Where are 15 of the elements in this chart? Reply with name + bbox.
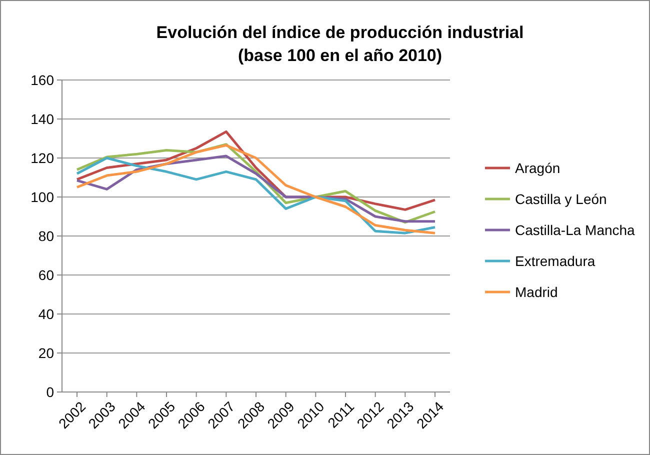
legend-label: Castilla y León bbox=[515, 190, 607, 207]
y-tick-label: 140 bbox=[30, 110, 54, 127]
chart-title: Evolución del índice de producción industrial (base 100 en el año 2010) bbox=[156, 23, 524, 65]
y-tick-label: 20 bbox=[38, 344, 54, 361]
y-tick-label: 40 bbox=[38, 306, 54, 322]
y-tick-label: 60 bbox=[38, 266, 54, 283]
legend-label: Madrid bbox=[515, 284, 558, 300]
y-tick-label: 100 bbox=[30, 188, 54, 205]
legend-label: Extremadura bbox=[515, 252, 596, 269]
y-tick-label: 80 bbox=[38, 228, 54, 244]
legend-label: Castilla-La Mancha bbox=[515, 222, 636, 238]
y-tick-label: 0 bbox=[46, 384, 54, 400]
y-tick-label: 120 bbox=[30, 150, 54, 166]
legend-label: Aragón bbox=[515, 160, 560, 176]
y-tick-label: 160 bbox=[30, 72, 54, 88]
